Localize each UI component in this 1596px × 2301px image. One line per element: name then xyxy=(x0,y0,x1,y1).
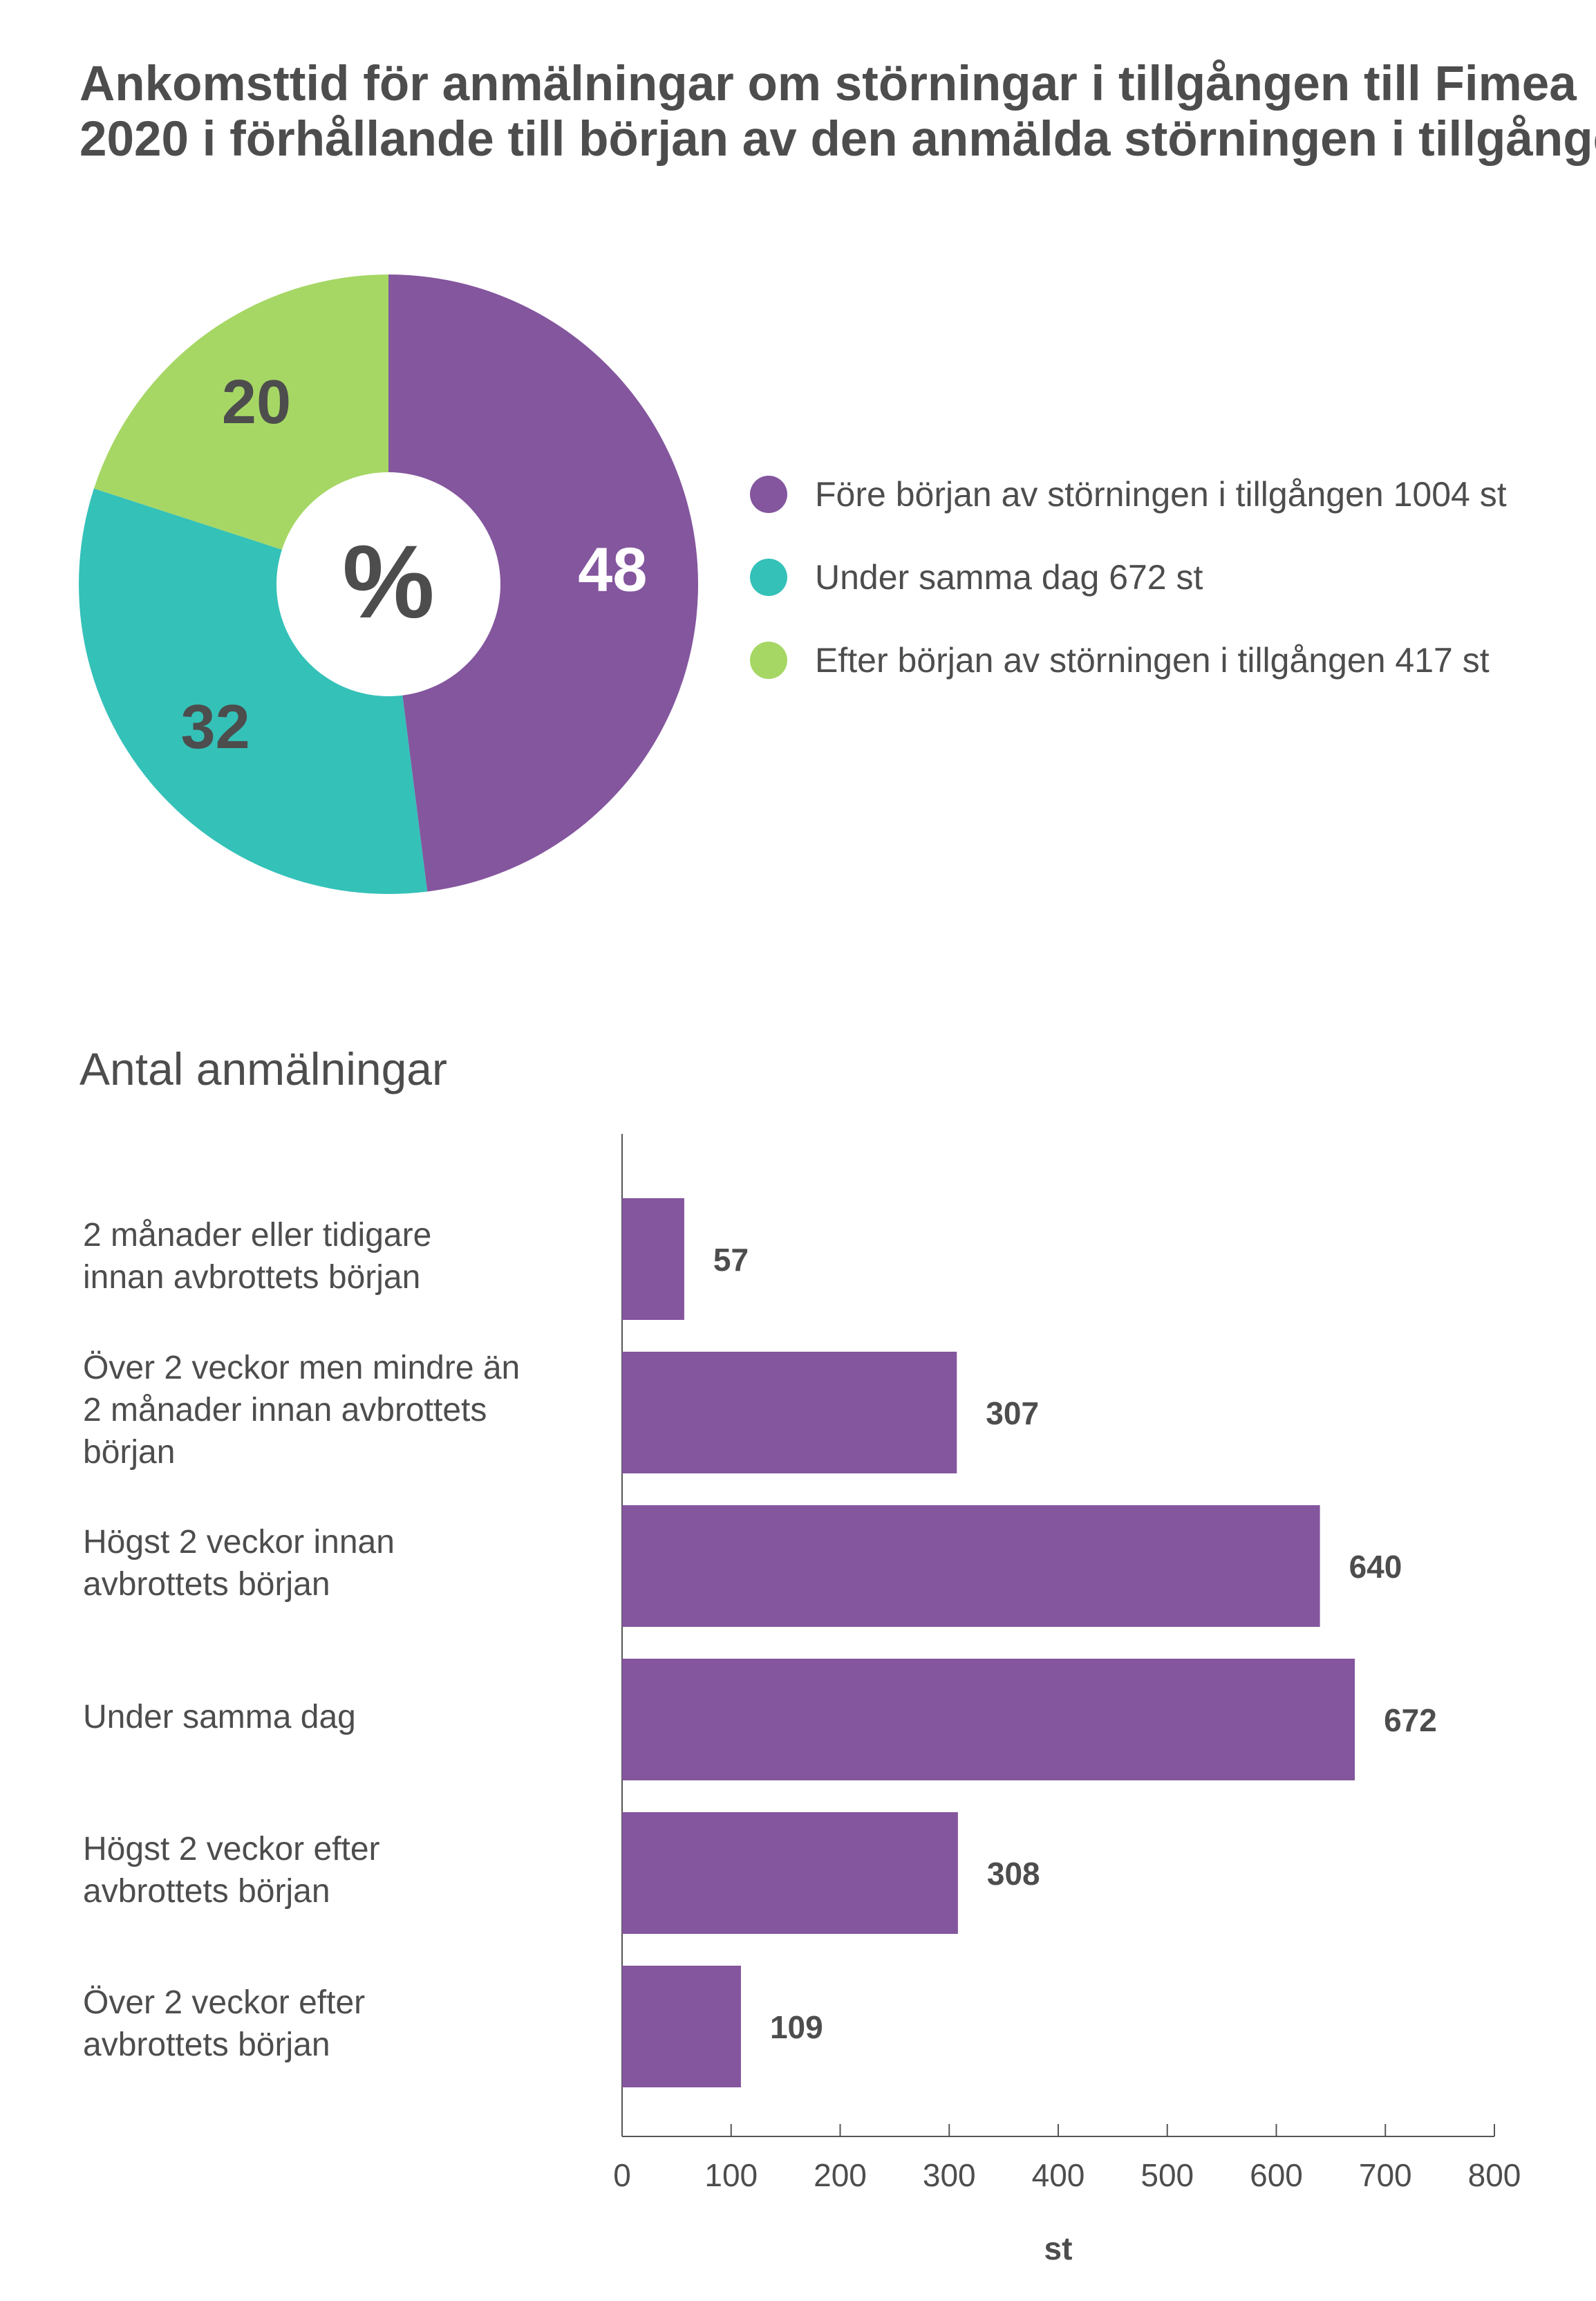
x-tick-label: 400 xyxy=(1032,2157,1085,2193)
x-tick-label: 200 xyxy=(814,2157,867,2193)
legend-marker xyxy=(750,559,787,596)
bar-2 xyxy=(622,1505,1320,1627)
bar-1 xyxy=(622,1352,957,1473)
category-label: Över 2 veckor efter avbrottets början xyxy=(83,1982,567,2066)
bar-value-label: 640 xyxy=(1349,1549,1402,1585)
center-percent-label: % xyxy=(342,523,434,640)
category-label-line: avbrottets början xyxy=(83,1873,330,1910)
category-label: Under samma dag xyxy=(83,1696,567,1738)
bar-4 xyxy=(622,1812,958,1934)
slice-value-label: 32 xyxy=(181,693,250,762)
pie-slice-0 xyxy=(388,274,699,892)
x-tick-label: 700 xyxy=(1359,2157,1412,2193)
x-axis-label: st xyxy=(1044,2230,1073,2266)
category-label-line: Över 2 veckor men mindre än xyxy=(83,1349,520,1386)
legend-item: Under samma dag 672 st xyxy=(750,536,1507,619)
bar-3 xyxy=(622,1659,1355,1780)
bar-value-label: 109 xyxy=(770,2009,823,2045)
category-label-line: Högst 2 veckor innan xyxy=(83,1524,395,1561)
legend-label: Efter början av störningen i tillgången … xyxy=(815,641,1490,680)
legend-label: Under samma dag 672 st xyxy=(815,558,1203,597)
category-label: 2 månader eller tidigare innan avbrottets… xyxy=(83,1214,567,1298)
slice-value-label: 20 xyxy=(222,368,291,437)
legend-item: Före början av störningen i tillgången 1… xyxy=(750,453,1507,536)
x-tick-label: 800 xyxy=(1468,2157,1521,2193)
bar-value-label: 672 xyxy=(1384,1702,1437,1738)
category-label: Högst 2 veckor innan avbrottets början xyxy=(83,1521,567,1605)
chart-title: Ankomsttid för anmälningar om störningar… xyxy=(79,57,1596,167)
category-label: Högst 2 veckor efter avbrottets början xyxy=(83,1828,567,1912)
category-label-line: avbrottets början xyxy=(83,1566,330,1603)
x-tick-label: 100 xyxy=(704,2157,758,2193)
category-label-line: 2 månader eller tidigare xyxy=(83,1217,432,1254)
x-tick-label: 0 xyxy=(613,2157,631,2193)
legend-label: Före början av störningen i tillgången 1… xyxy=(815,475,1507,514)
category-label-line: Över 2 veckor efter xyxy=(83,1984,366,2021)
slice-value-label: 48 xyxy=(578,536,647,605)
legend-item: Efter början av störningen i tillgången … xyxy=(750,619,1507,702)
pie-slice-1 xyxy=(79,488,428,894)
x-tick-label: 300 xyxy=(923,2157,976,2193)
bar-value-label: 307 xyxy=(986,1395,1039,1431)
category-label-line: Under samma dag xyxy=(83,1698,356,1735)
pie-legend: Före början av störningen i tillgången 1… xyxy=(750,453,1507,702)
category-label-line: innan avbrottets början xyxy=(83,1259,421,1296)
donut-chart: 48 32 20% xyxy=(79,274,699,894)
bar-value-label: 308 xyxy=(987,1856,1040,1892)
category-label: Över 2 veckor men mindre än 2 månader inn… xyxy=(83,1347,567,1473)
category-label-line: början xyxy=(83,1433,176,1471)
category-label-line: Högst 2 veckor efter xyxy=(83,1831,380,1867)
bar-5 xyxy=(622,1966,741,2087)
chart-title-line-2: 2020 i förhållande till början av den an… xyxy=(79,112,1596,167)
bar-0 xyxy=(622,1198,684,1320)
x-tick-label: 500 xyxy=(1140,2157,1194,2193)
pie-slice-2 xyxy=(93,274,388,550)
bar-chart-title: Antal anmälningar xyxy=(79,1043,447,1094)
bar-value-label: 57 xyxy=(713,1242,749,1278)
category-label-line: avbrottets början xyxy=(83,2027,330,2063)
legend-marker xyxy=(750,642,787,679)
x-tick-label: 600 xyxy=(1250,2157,1303,2193)
category-label-line: 2 månader innan avbrottets xyxy=(83,1391,487,1428)
chart-title-line-1: Ankomsttid för anmälningar om störningar… xyxy=(79,57,1577,111)
legend-marker xyxy=(750,476,787,513)
